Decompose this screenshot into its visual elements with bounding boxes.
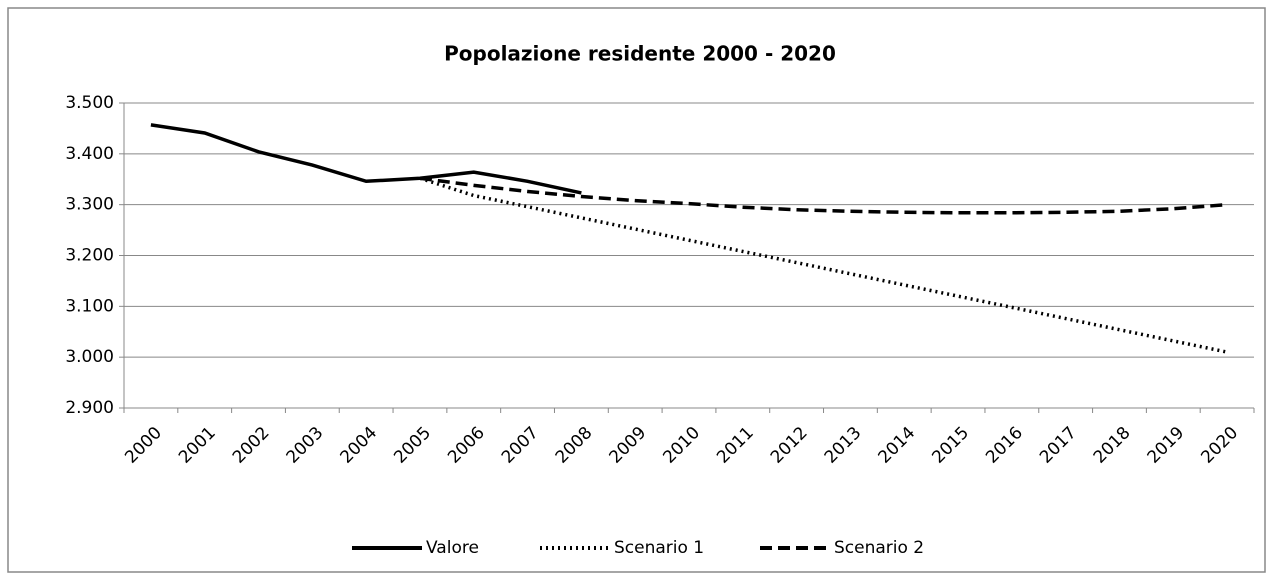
y-tick-label: 3.100 — [65, 296, 114, 316]
series-line — [419, 176, 1228, 354]
y-tick-label: 3.400 — [65, 144, 114, 164]
legend-label: Scenario 1 — [614, 538, 704, 558]
chart-border — [7, 7, 1266, 573]
y-tick-label: 3.500 — [65, 93, 114, 113]
series-line — [419, 176, 1228, 215]
y-tick-label: 3.300 — [65, 195, 114, 215]
chart-title: Popolazione residente 2000 - 2020 — [444, 42, 836, 66]
y-tick-label: 3.000 — [65, 347, 114, 367]
legend-label: Valore — [426, 538, 479, 558]
y-tick-label: 2.900 — [65, 398, 114, 418]
y-tick-label: 3.200 — [65, 246, 114, 266]
legend-label: Scenario 2 — [834, 538, 924, 558]
series-line — [150, 123, 582, 195]
